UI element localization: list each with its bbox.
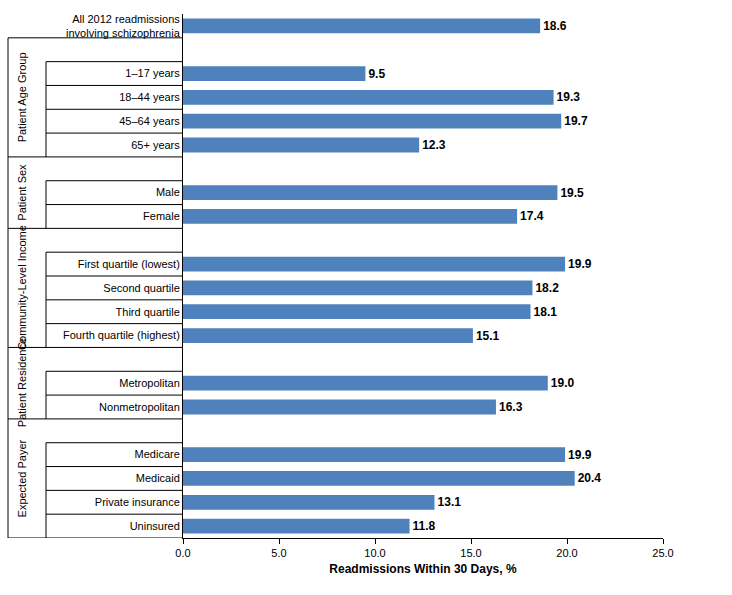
svg-text:5.0: 5.0 [271, 547, 286, 559]
svg-text:1–17 years: 1–17 years [125, 67, 180, 79]
svg-text:Third quartile: Third quartile [116, 306, 180, 318]
svg-text:0.0: 0.0 [175, 547, 190, 559]
svg-text:13.1: 13.1 [438, 495, 462, 509]
svg-text:Second quartile: Second quartile [103, 282, 179, 294]
svg-text:19.5: 19.5 [560, 186, 584, 200]
svg-text:Medicare: Medicare [135, 448, 180, 460]
svg-text:18.2: 18.2 [535, 281, 559, 295]
svg-text:Uninsured: Uninsured [130, 520, 180, 532]
svg-text:19.7: 19.7 [564, 114, 588, 128]
svg-text:Readmissions Within 30 Days, %: Readmissions Within 30 Days, % [329, 562, 517, 576]
svg-text:9.5: 9.5 [368, 67, 385, 81]
svg-text:11.8: 11.8 [413, 519, 436, 533]
svg-text:18–44 years: 18–44 years [119, 91, 180, 103]
svg-text:Nonmetropolitan: Nonmetropolitan [99, 401, 180, 413]
svg-text:Female: Female [143, 210, 180, 222]
svg-text:18.1: 18.1 [534, 305, 558, 319]
svg-text:First quartile (lowest): First quartile (lowest) [78, 258, 180, 270]
svg-text:Medicaid: Medicaid [136, 472, 180, 484]
svg-text:Fourth quartile (highest): Fourth quartile (highest) [63, 329, 180, 341]
svg-text:Metropolitan: Metropolitan [119, 377, 180, 389]
svg-text:10.0: 10.0 [364, 547, 385, 559]
svg-text:25.0: 25.0 [652, 547, 673, 559]
svg-text:19.9: 19.9 [568, 257, 592, 271]
svg-text:45–64 years: 45–64 years [119, 115, 180, 127]
svg-text:All 2012 readmissionsinvolving: All 2012 readmissionsinvolving schizophr… [66, 13, 181, 39]
svg-text:Patient Residence: Patient Residence [16, 338, 28, 427]
svg-text:15.1: 15.1 [476, 329, 500, 343]
svg-text:17.4: 17.4 [520, 209, 544, 223]
svg-text:20.0: 20.0 [556, 547, 577, 559]
svg-text:19.0: 19.0 [551, 376, 575, 390]
svg-text:Community-Level Income: Community-Level Income [16, 225, 28, 350]
svg-text:20.4: 20.4 [578, 471, 602, 485]
svg-text:Patient Sex: Patient Sex [16, 164, 28, 221]
svg-text:16.3: 16.3 [499, 400, 523, 414]
svg-text:19.3: 19.3 [557, 90, 581, 104]
svg-text:Patient Age Group: Patient Age Group [16, 52, 28, 142]
svg-text:Male: Male [156, 186, 180, 198]
svg-text:65+ years: 65+ years [131, 139, 180, 151]
svg-text:19.9: 19.9 [568, 448, 592, 462]
svg-text:Expected Payer: Expected Payer [16, 439, 28, 517]
svg-text:12.3: 12.3 [422, 138, 446, 152]
svg-text:15.0: 15.0 [460, 547, 481, 559]
svg-text:Private insurance: Private insurance [95, 496, 180, 508]
svg-text:18.6: 18.6 [543, 19, 567, 33]
